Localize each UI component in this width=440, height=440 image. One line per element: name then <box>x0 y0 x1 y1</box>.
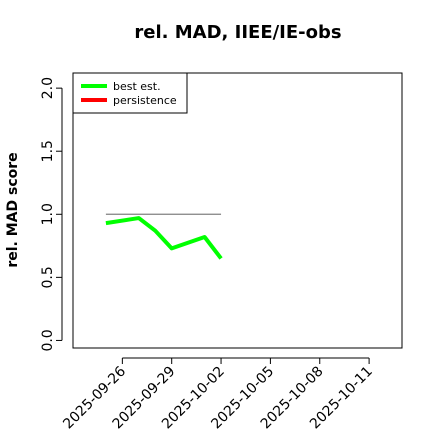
y-tick-label: 1.0 <box>40 203 56 225</box>
y-axis-label: rel. MAD score <box>5 152 21 267</box>
plot-frame <box>72 72 403 349</box>
chart-title: rel. MAD, IIEE/IE-obs <box>134 22 341 43</box>
legend-label: best est. <box>113 80 161 93</box>
series-line <box>105 216 223 260</box>
y-tick-label: 1.5 <box>40 140 56 162</box>
legend-label: persistence <box>113 94 177 107</box>
y-tick-label: 0.5 <box>40 266 56 288</box>
y-tick-label: 0.0 <box>40 329 56 351</box>
legend-box <box>72 72 188 114</box>
y-tick-label: 2.0 <box>40 77 56 99</box>
